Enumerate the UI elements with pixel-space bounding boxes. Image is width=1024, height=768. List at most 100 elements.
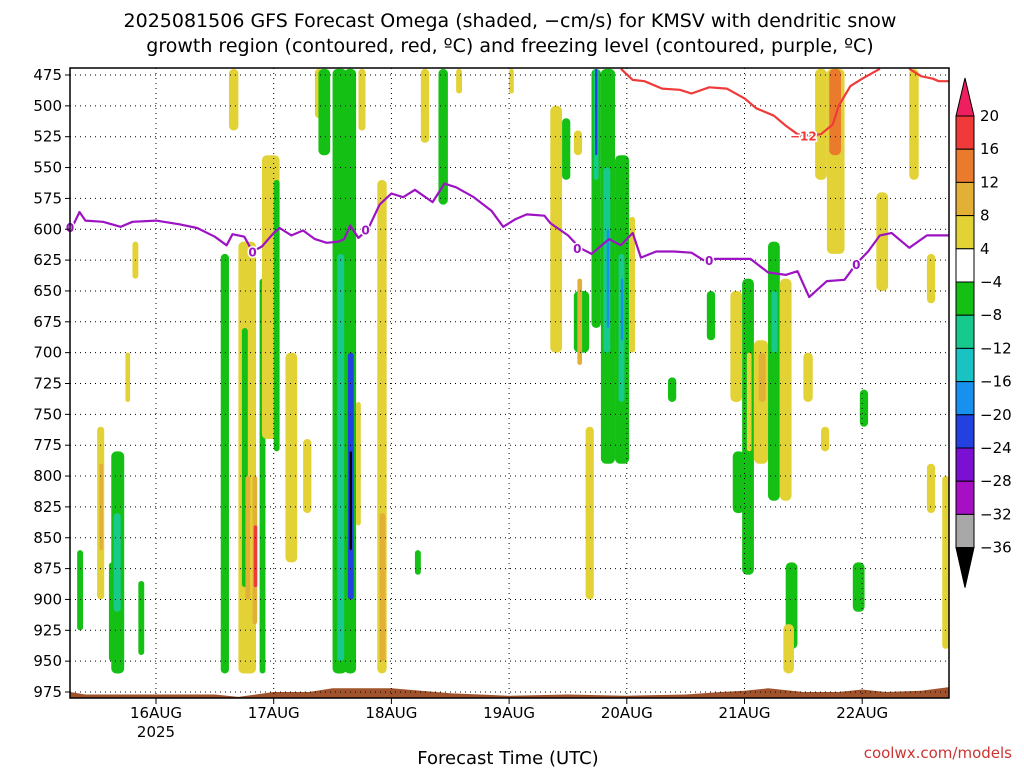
- omega-cell-74: [859, 389, 869, 427]
- colorbar-label-10: −24: [980, 439, 1012, 457]
- colorbar-swatch-10: [955, 414, 975, 449]
- omega-cell-4: [99, 463, 104, 551]
- colorbar-arrow-top: [955, 77, 975, 117]
- omega-cell-50: [606, 229, 610, 328]
- y-tick-label-675: 675: [33, 313, 62, 331]
- x-axis-title: Forecast Time (UTC): [417, 748, 598, 768]
- colorbar-swatch-3: [955, 181, 975, 217]
- x-tick-label-18AUG: 18AUG: [365, 704, 417, 722]
- y-tick-label-950: 950: [33, 652, 62, 670]
- colorbar-label-9: −20: [980, 406, 1012, 424]
- omega-cell-21: [285, 352, 298, 563]
- omega-cell-76: [909, 68, 919, 180]
- y-tick-label-825: 825: [33, 498, 62, 516]
- omega-cell-26: [337, 253, 345, 662]
- x-tick-label-20AUG: 20AUG: [601, 704, 653, 722]
- omega-cell-29: [349, 451, 352, 551]
- terrain-area: [70, 687, 949, 698]
- omega-cell-9: [138, 580, 145, 655]
- omega-cell-39: [550, 105, 563, 353]
- dgz-contour-2: [908, 67, 949, 83]
- colorbar-label-4: 4: [980, 240, 990, 258]
- omega-cell-2: [77, 550, 84, 631]
- y-tick-label-475: 475: [33, 66, 62, 84]
- omega-cell-55: [667, 377, 677, 403]
- y-tick-label-600: 600: [33, 220, 62, 238]
- omega-cell-30: [356, 402, 361, 526]
- omega-cell-60: [746, 352, 752, 452]
- x-axis-ticks: 16AUG 17AUG 18AUG 19AUG 20AUG 21AUG 22AUG 2025: [130, 698, 888, 741]
- omega-cell-69: [821, 426, 830, 452]
- colorbar-label-11: −28: [980, 472, 1012, 490]
- y-tick-label-625: 625: [33, 251, 62, 269]
- omega-cell-35: [420, 68, 430, 143]
- omega-cell-38: [509, 68, 514, 94]
- omega-cell-15: [245, 476, 251, 600]
- colorbar-swatch-7: [955, 314, 975, 349]
- omega-cell-34: [414, 550, 421, 575]
- credit-text: coolwx.com/models: [864, 744, 1012, 762]
- x-tick-label-22AUG: 22AUG: [836, 704, 888, 722]
- omega-cell-8: [125, 352, 131, 403]
- omega-cell-77: [926, 463, 936, 514]
- omega-cell-33: [379, 513, 386, 662]
- freezing-level-label-1: 0: [248, 245, 256, 259]
- freezing-level-label-4: 0: [705, 254, 713, 268]
- y-tick-label-925: 925: [33, 621, 62, 639]
- colorbar-swatch-6: [955, 281, 975, 316]
- colorbar-swatch-11: [955, 447, 975, 482]
- x-tick-label-16AUG: 16AUG: [130, 704, 182, 722]
- omega-cell-75: [876, 192, 889, 291]
- y-tick-label-725: 725: [33, 375, 62, 393]
- y-tick-label-800: 800: [33, 467, 62, 485]
- colorbar-label-8: −16: [980, 373, 1012, 391]
- omega-cell-47: [595, 68, 598, 156]
- omega-cell-43: [577, 278, 583, 365]
- y-tick-label-750: 750: [33, 405, 62, 423]
- freezing-level-label-3: 0: [573, 242, 581, 256]
- x-tick-label-19AUG: 19AUG: [483, 704, 535, 722]
- y-tick-label-650: 650: [33, 282, 62, 300]
- omega-cell-63: [768, 241, 780, 501]
- colorbar-swatch-13: [955, 513, 975, 549]
- freezing-level-label-5: 0: [852, 258, 860, 272]
- colorbar-label-2: 12: [980, 173, 999, 191]
- omega-cell-44: [585, 426, 594, 600]
- omega-cell-62: [758, 352, 766, 403]
- y-tick-label-775: 775: [33, 436, 62, 454]
- colorbar-label-13: −36: [980, 539, 1012, 557]
- omega-cell-54: [629, 216, 636, 353]
- y-tick-label-900: 900: [33, 590, 62, 608]
- x-tick-label-21AUG: 21AUG: [719, 704, 771, 722]
- omega-cell-53: [620, 278, 624, 341]
- omega-cell-58: [732, 451, 745, 514]
- omega-cell-68: [803, 352, 813, 403]
- y-tick-label-700: 700: [33, 344, 62, 362]
- omega-cell-64: [771, 290, 778, 353]
- colorbar-swatch-12: [955, 480, 975, 515]
- chart-title-line-1: 2025081506 GFS Forecast Omega (shaded, −…: [124, 10, 897, 32]
- omega-cell-31: [358, 68, 366, 131]
- omega-cell-65: [779, 278, 792, 501]
- omega-cell-7: [113, 513, 121, 612]
- freezing-level-label-2: 0: [361, 223, 369, 237]
- colorbar-swatch-4: [955, 215, 975, 250]
- colorbar-label-7: −12: [980, 339, 1012, 357]
- dgz-contour-label: −12: [790, 129, 817, 143]
- omega-cell-73: [852, 562, 865, 612]
- colorbar-label-1: 16: [980, 140, 999, 158]
- colorbar-label-0: 20: [980, 107, 999, 125]
- freezing-level-contour: [69, 182, 949, 299]
- colorbar-swatch-2: [955, 148, 975, 183]
- omega-cell-11: [220, 253, 229, 674]
- colorbar-swatch-8: [955, 347, 975, 383]
- y-tick-label-500: 500: [33, 97, 62, 115]
- omega-cell-79: [942, 476, 949, 649]
- y-tick-label-550: 550: [33, 159, 62, 177]
- colorbar-swatch-5: [955, 248, 975, 283]
- colorbar: 20 16 12 8 4 −4 −8 −12 −16 −20 −24 −28 −32 −36: [955, 77, 1012, 588]
- y-tick-label-525: 525: [33, 128, 62, 146]
- y-tick-label-975: 975: [33, 683, 62, 701]
- omega-cell-36: [438, 68, 448, 205]
